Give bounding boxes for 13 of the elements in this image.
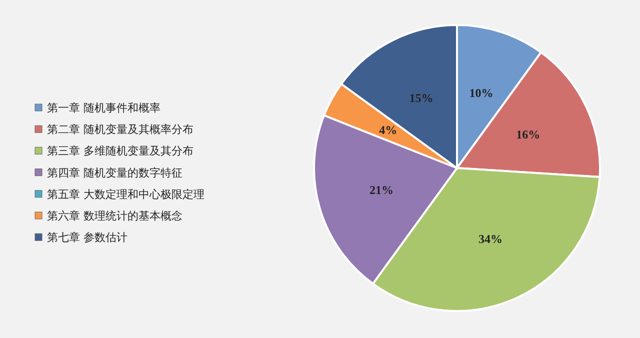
- legend-label: 第三章 多维随机变量及其分布: [47, 144, 194, 158]
- legend-label: 第四章 随机变量的数字特征: [47, 166, 182, 180]
- legend-label: 第一章 随机事件和概率: [47, 102, 160, 114]
- legend-label: 第五章 大数定理和中心极限定理: [47, 188, 204, 201]
- legend-label: 第六章 数理统计的基本概念: [47, 210, 182, 222]
- data-label: 10%: [469, 86, 494, 100]
- data-label: 34%: [478, 232, 502, 246]
- data-label: 21%: [369, 182, 394, 197]
- legend-label: 第二章 随机变量及其概率分布: [47, 123, 194, 136]
- legend-label: 第七章 参数估计: [47, 231, 128, 244]
- data-label: 4%: [379, 123, 398, 138]
- data-label: 15%: [409, 90, 434, 105]
- data-label: 16%: [516, 128, 540, 142]
